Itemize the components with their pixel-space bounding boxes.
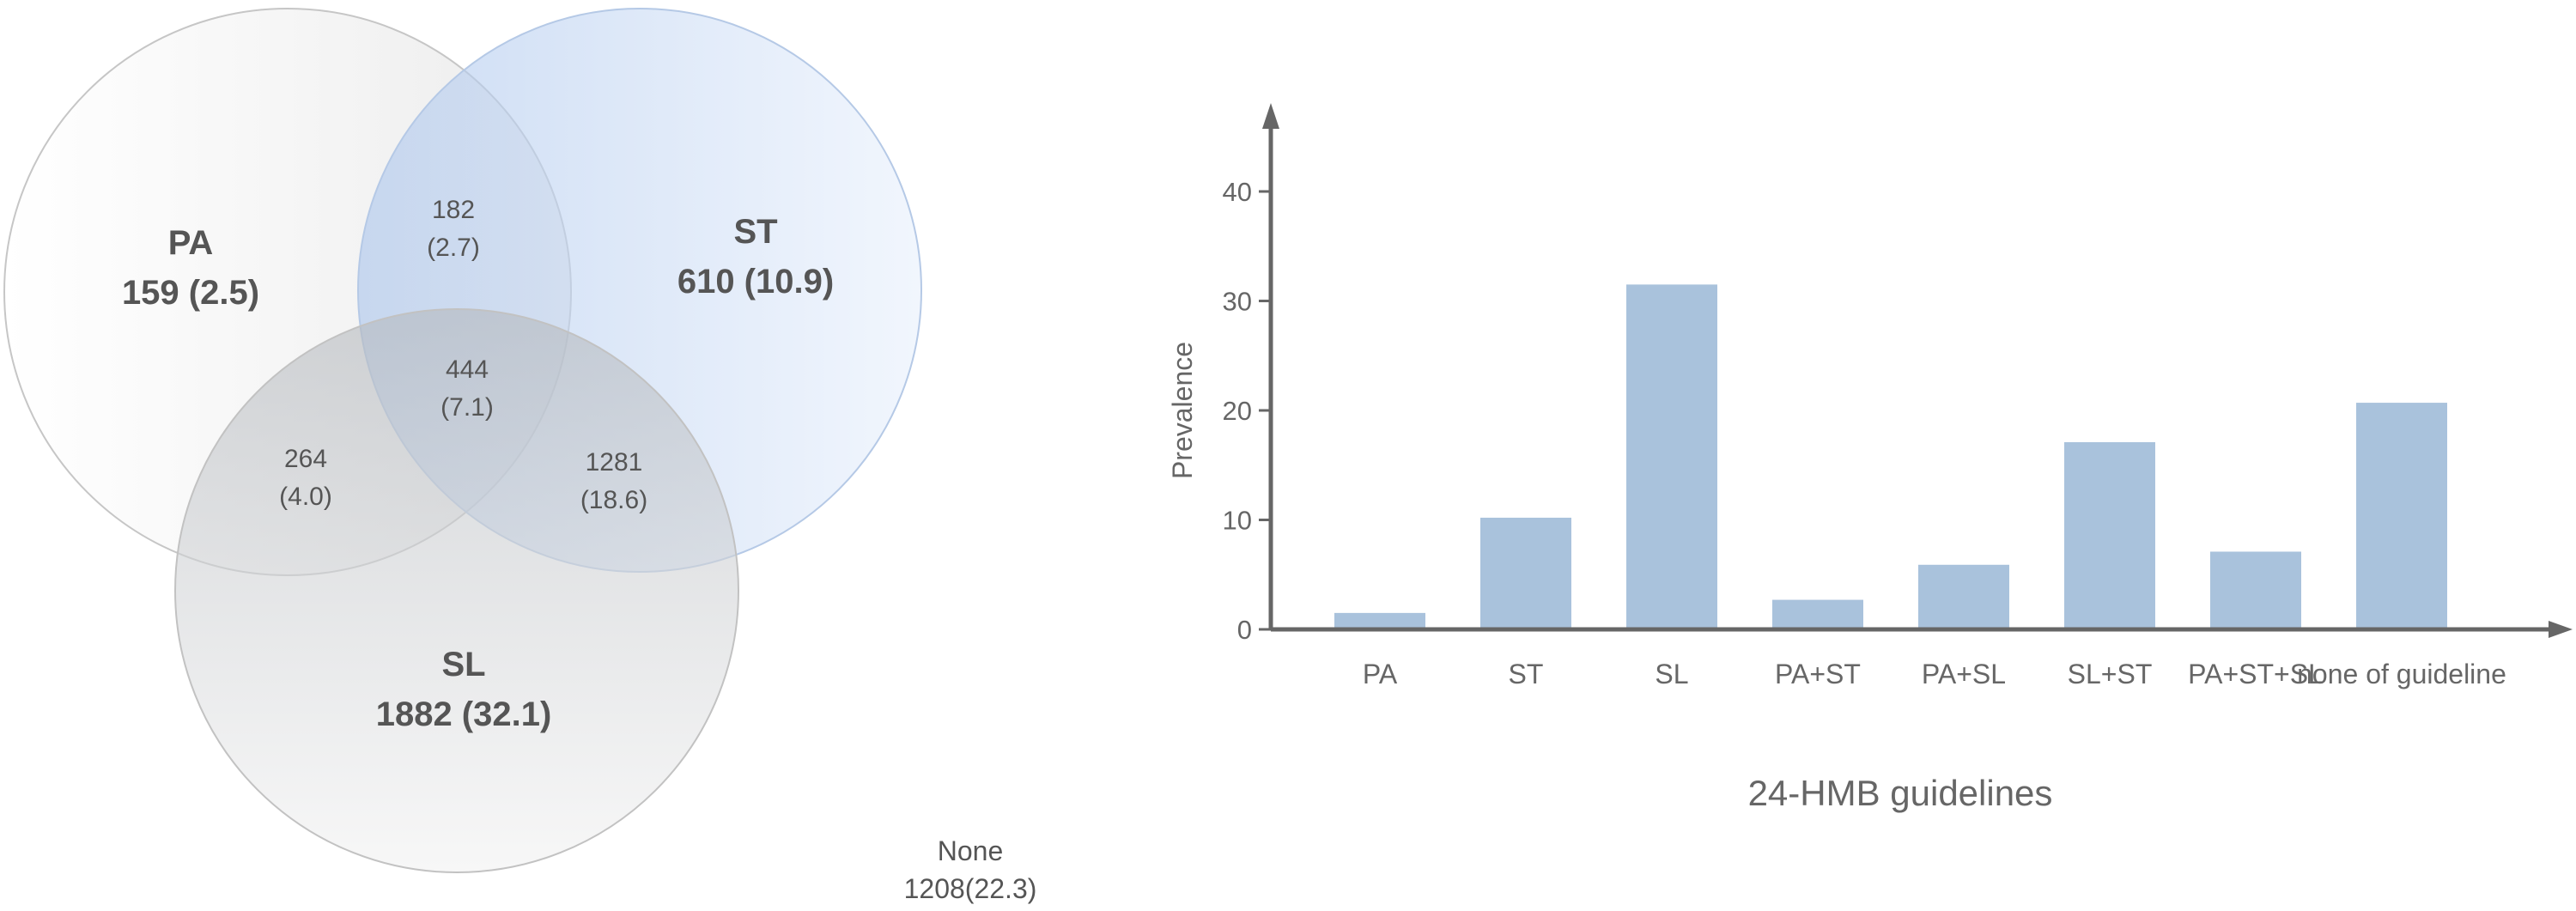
venn-circle-sl — [174, 308, 739, 873]
y-tick-label: 30 — [1223, 287, 1252, 317]
category-label: PA — [1363, 659, 1398, 689]
venn-value-sl: 1882 (32.1) — [376, 695, 552, 733]
bar-none-of-guideline — [2356, 403, 2447, 629]
y-tick-label: 40 — [1223, 177, 1252, 207]
category-label: PA+SL — [1922, 659, 2006, 689]
bar-chart: 0 10 20 30 40 PA ST SL PA+ST PA+SL SL+ST PA+ST+SLn… — [1167, 103, 2573, 813]
bar-sl — [1626, 284, 1717, 629]
y-tick-label: 20 — [1223, 396, 1252, 426]
bar-pa — [1334, 612, 1425, 629]
y-axis-title: Prevalence — [1167, 342, 1198, 479]
category-label: SL+ST — [2068, 659, 2153, 689]
venn-none-value: 1208(22.3) — [904, 873, 1037, 904]
venn-pct-st-sl: (18.6) — [580, 486, 647, 514]
venn-none-label: None — [938, 835, 1004, 866]
venn-diagram: PA 159 (2.5) ST 610 (10.9) SL 1882 (32.1… — [3, 8, 1037, 904]
x-axis-title: 24-HMB guidelines — [1748, 773, 2053, 813]
venn-count-pa-st-sl: 444 — [446, 355, 489, 384]
category-label: PA+ST+SL — [2188, 659, 2324, 689]
venn-pct-pa-st: (2.7) — [427, 234, 480, 262]
category-label: PA+ST — [1775, 659, 1861, 689]
venn-value-pa: 159 (2.5) — [122, 274, 259, 312]
venn-label-st: ST — [733, 213, 777, 251]
venn-count-pa-sl: 264 — [284, 445, 327, 473]
bar-sl-st — [2064, 441, 2155, 629]
y-tick-label: 0 — [1237, 615, 1252, 645]
y-axis-arrow — [1262, 103, 1279, 129]
bar-st — [1480, 517, 1571, 629]
x-axis-arrow — [2549, 621, 2573, 638]
venn-pct-pa-sl: (4.0) — [279, 483, 332, 511]
y-tick-label: 10 — [1223, 506, 1252, 536]
venn-count-st-sl: 1281 — [586, 448, 643, 477]
venn-count-pa-st: 182 — [432, 196, 475, 224]
venn-label-pa: PA — [168, 224, 214, 262]
venn-pct-pa-st-sl: (7.1) — [440, 393, 494, 422]
bars — [1334, 284, 2447, 629]
venn-label-sl: SL — [441, 646, 485, 683]
bar-pa-st — [1772, 599, 1863, 629]
bar-pa-sl — [1918, 564, 2009, 629]
category-label: ST — [1509, 659, 1544, 689]
venn-value-st: 610 (10.9) — [677, 263, 834, 301]
bar-pa-st-sl — [2210, 551, 2301, 629]
y-ticks: 0 10 20 30 40 — [1223, 177, 1271, 645]
category-label: none of guideline — [2297, 659, 2506, 689]
category-label: SL — [1655, 659, 1688, 689]
